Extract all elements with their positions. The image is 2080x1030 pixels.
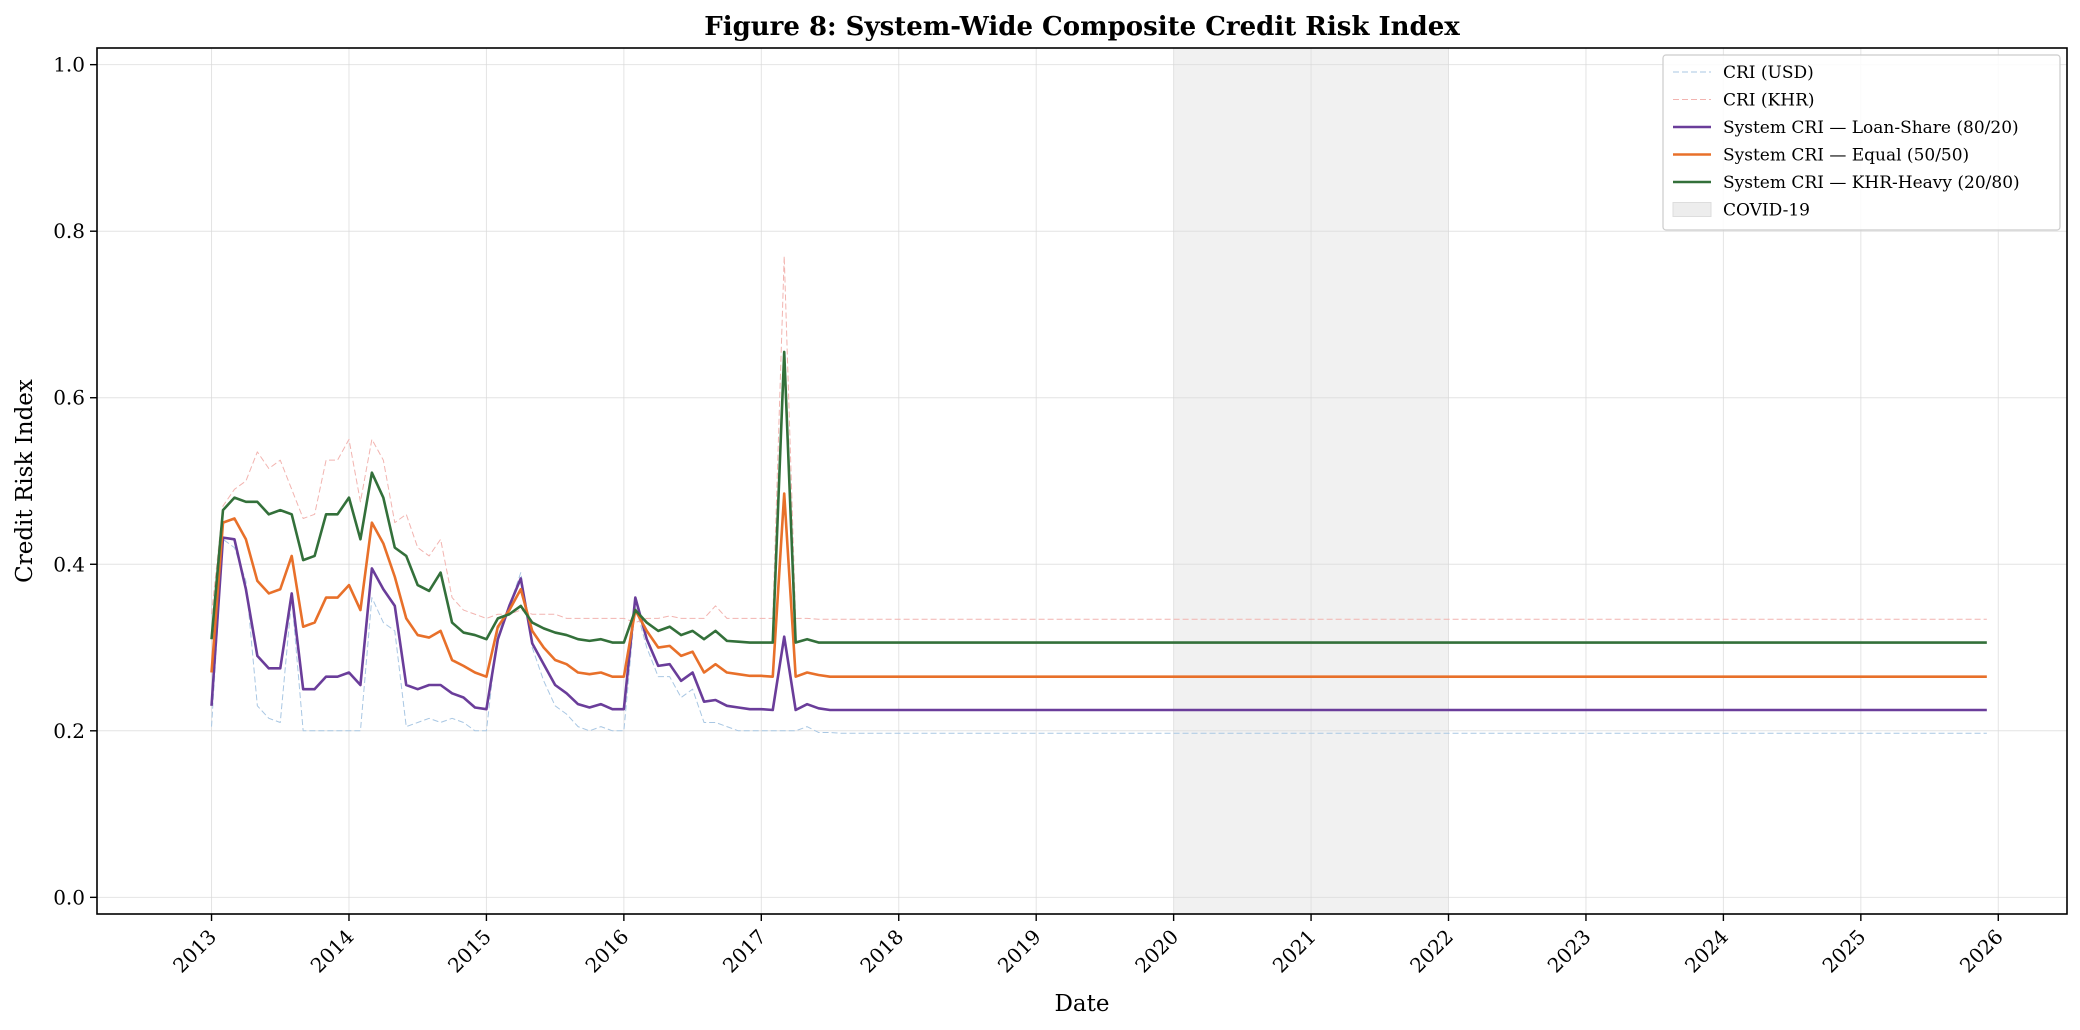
x-tick-label: 2020: [1130, 925, 1183, 978]
series-line-4: [210, 350, 1987, 644]
y-tick-label: 0.6: [53, 386, 85, 410]
x-tick-label: 2021: [1268, 925, 1321, 978]
x-tick-label: 2024: [1680, 925, 1733, 978]
x-tick-label: 2019: [993, 925, 1046, 978]
series-layer: [210, 255, 1987, 734]
legend: CRI (USD) CRI (KHR) System CRI — Loan-Shar…: [1662, 54, 2061, 231]
plot-frame: [96, 47, 2068, 915]
grid-layer: [97, 48, 2067, 914]
legend-label-0: CRI (USD): [1723, 63, 1814, 83]
y-tick-label: 0.4: [53, 552, 85, 576]
y-tick-label: 0.8: [53, 219, 85, 243]
x-tick-label: 2017: [718, 925, 771, 978]
y-tick-label: 0.2: [53, 719, 85, 743]
x-tick-label: 2016: [580, 925, 633, 978]
x-tick-label: 2022: [1405, 925, 1458, 978]
x-axis-ticks: 2013 2014 2015 2016 2017 2018 2019 2020 2021 2022…: [168, 914, 2008, 978]
x-axis-label: Date: [1054, 991, 1109, 1017]
series-line-2: [210, 536, 1987, 712]
x-tick-label: 2025: [1817, 925, 1870, 978]
y-axis-ticks: 0.0 0.2 0.4 0.6 0.8 1.0: [53, 53, 97, 909]
x-tick-label: 2014: [306, 925, 359, 978]
legend-label-5: COVID-19: [1723, 201, 1810, 221]
y-axis-label: Credit Risk Index: [12, 379, 38, 583]
x-tick-label: 2018: [855, 925, 908, 978]
x-tick-label: 2015: [443, 925, 496, 978]
legend-label-3: System CRI — Equal (50/50): [1723, 146, 1969, 166]
legend-swatch-5: [1672, 202, 1712, 217]
x-tick-label: 2026: [1955, 925, 2008, 978]
x-tick-label: 2023: [1543, 925, 1596, 978]
y-tick-label: 0.0: [53, 885, 85, 909]
series-line-3: [210, 492, 1987, 678]
series-line-1: [211, 255, 1987, 624]
legend-label-1: CRI (KHR): [1723, 91, 1815, 111]
x-tick-label: 2013: [168, 925, 221, 978]
legend-box: [1662, 54, 2061, 231]
legend-label-4: System CRI — KHR-Heavy (20/80): [1723, 173, 2020, 193]
y-tick-label: 1.0: [53, 53, 85, 77]
legend-label-2: System CRI — Loan-Share (80/20): [1723, 118, 2019, 138]
chart-title: Figure 8: System-Wide Composite Credit R…: [704, 12, 1460, 42]
